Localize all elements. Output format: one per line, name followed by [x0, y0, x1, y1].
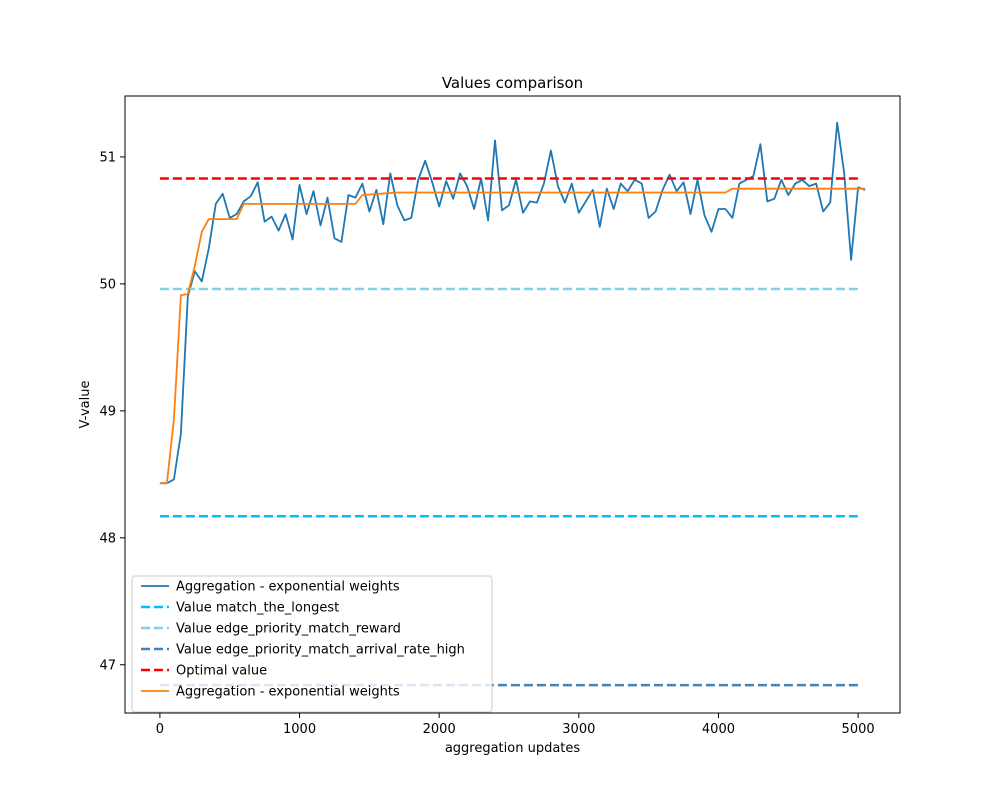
x-tick-label: 5000 [842, 722, 875, 737]
x-tick-label: 4000 [702, 722, 735, 737]
x-tick-label: 0 [156, 722, 164, 737]
y-tick-label: 50 [99, 277, 116, 292]
x-axis-label: aggregation updates [445, 741, 581, 756]
x-axis: 0 1000 2000 3000 4000 5000 [156, 713, 875, 737]
plot-content [159, 121, 866, 687]
legend-label: Optimal value [176, 664, 267, 679]
y-axis: 47 48 49 50 51 [99, 150, 125, 673]
legend-label: Value match_the_longest [176, 601, 339, 616]
x-tick-label: 1000 [283, 722, 316, 737]
x-tick-label: 2000 [423, 722, 456, 737]
series-line-5 [159, 187, 866, 485]
y-axis-label: V-value [78, 381, 93, 429]
y-tick-label: 47 [99, 658, 116, 673]
legend-label: Value edge_priority_match_arrival_rate_h… [176, 643, 465, 658]
chart-title: Values comparison [442, 74, 583, 92]
y-tick-label: 49 [99, 404, 116, 419]
x-tick-label: 3000 [562, 722, 595, 737]
legend-label: Aggregation - exponential weights [176, 580, 400, 595]
y-tick-label: 48 [99, 531, 116, 546]
plot-frame [124, 95, 901, 714]
legend: Aggregation - exponential weights Value m… [131, 575, 493, 713]
legend-label: Value edge_priority_match_reward [176, 622, 401, 637]
legend-label: Aggregation - exponential weights [176, 685, 400, 700]
legend-box [131, 575, 493, 713]
y-tick-label: 51 [99, 150, 116, 165]
